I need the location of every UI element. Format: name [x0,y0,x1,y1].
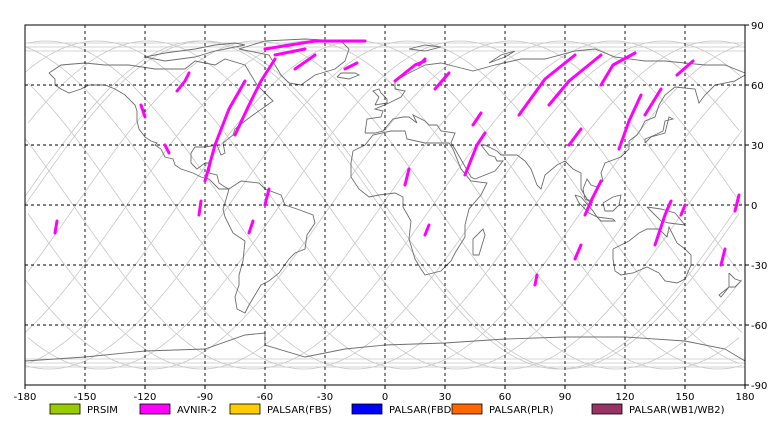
legend-item: PALSAR(WB1/WB2) [591,403,725,416]
orbit-track [24,40,740,370]
legend-swatch [451,403,483,415]
legend-item: PRSIM [49,403,118,416]
legend-swatch [139,403,171,415]
acquisition-strip [547,53,603,107]
legend: PRSIM AVNIR-2 PALSAR(FBS) PALSAR(FBD) PALSAR… [49,403,725,416]
x-tick-label: -60 [257,392,273,403]
orbit-track [27,40,743,370]
legend-item: PALSAR(PLR) [451,403,554,416]
acquisition-strip [653,199,673,247]
acquisition-strip [573,243,583,261]
orbit-track [27,40,743,370]
coastline [596,216,617,222]
legend-label: PALSAR(PLR) [489,405,554,416]
coastline [472,228,486,256]
x-tick-label: 150 [675,392,694,403]
x-tick-label: 60 [499,392,512,403]
coastline [48,58,274,190]
acquisition-strip [233,57,277,137]
coastline [408,44,442,52]
legend-swatch [591,403,623,415]
acquisition-strip [463,131,487,177]
acquisition-strip [175,71,191,93]
acquisition-strip [139,103,147,119]
acquisition-strip [247,219,255,235]
x-tick-label: -180 [14,392,37,403]
coastline [488,50,516,64]
acquisition-strip [643,87,663,117]
acquisition-strip [263,39,367,51]
coastline [718,272,742,298]
acquisition-strip [433,71,451,91]
x-tick-label: -120 [134,392,157,403]
acquisition-strip [583,179,603,217]
coastline [24,332,746,362]
acquisition-strip [517,53,577,117]
acquisition-strip [197,199,203,217]
acquisition-strip [293,53,317,71]
y-tick-label: 30 [751,141,764,152]
orbit-track [24,40,740,370]
acquisition-strip [263,187,271,207]
coastlines [24,38,746,362]
legend-item: AVNIR-2 [139,403,217,416]
acquisition-strip [599,51,637,87]
y-tick-label: 90 [751,21,764,32]
y-tick-label: 0 [751,201,757,212]
orbit-track [24,40,740,370]
orbit-track [27,40,743,370]
acquisition-strips [53,39,741,287]
acquisition-strip [533,273,539,287]
acquisition-strip [719,247,727,267]
acquisition-strip [679,203,687,217]
x-tick-label: 0 [382,392,388,403]
acquisition-strip [567,127,583,147]
legend-label: PALSAR(FBS) [267,405,332,416]
x-tick-label: 90 [559,392,572,403]
acquisition-strip [417,57,427,67]
x-tick-label: -30 [317,392,333,403]
x-tick-label: -150 [74,392,97,403]
legend-label: AVNIR-2 [177,405,217,416]
legend-label: PALSAR(WB1/WB2) [629,405,725,416]
legend-swatch [229,403,261,415]
x-tick-label: 120 [615,392,634,403]
acquisition-strip [203,79,247,183]
latitude-ticks: 90 60 30 0 -30 -60 -90 [745,21,767,392]
orbit-track [24,40,740,370]
coastline [144,42,246,62]
acquisition-strip [163,143,171,155]
acquisition-strip [675,59,695,77]
legend-item: PALSAR(FBS) [229,403,332,416]
y-tick-label: -90 [751,381,767,392]
coastline [336,72,361,80]
x-tick-label: 30 [439,392,452,403]
x-tick-label: -90 [197,392,213,403]
y-tick-label: -60 [751,321,767,332]
coastline [350,130,488,276]
acquisition-strip [53,219,59,235]
legend-label: PALSAR(FBD) [389,405,455,416]
x-tick-label: 180 [735,392,754,403]
y-tick-label: -30 [751,261,767,272]
acquisition-strip [471,111,483,127]
legend-swatch [351,403,383,415]
acquisition-strip [617,93,643,151]
coastline [372,88,388,106]
y-tick-label: 60 [751,81,764,92]
legend-swatch [49,403,81,415]
coastline [644,116,675,144]
acquisition-strip [733,193,741,213]
acquisition-strip [343,61,359,71]
legend-item: PALSAR(FBD) [351,403,455,416]
acquisition-strip [403,167,411,187]
acquisition-strip [423,223,431,237]
acquisition-strip [273,47,307,57]
orbit-track [24,40,740,370]
legend-label: PRSIM [87,405,118,416]
longitude-ticks: -180 -150 -120 -90 -60 -30 0 30 60 90 120 150 180 [14,385,755,403]
